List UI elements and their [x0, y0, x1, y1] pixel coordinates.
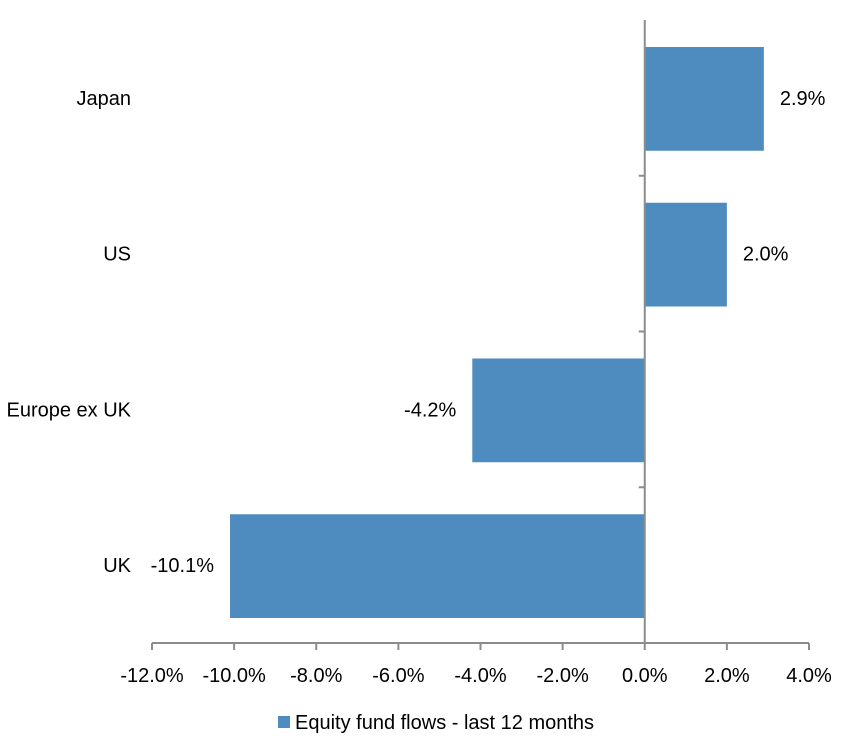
x-tick-label: -2.0% — [537, 665, 589, 687]
category-label: Europe ex UK — [6, 399, 131, 421]
category-label: Japan — [77, 88, 132, 110]
data-label: -4.2% — [404, 399, 456, 421]
data-label: 2.0% — [743, 244, 789, 266]
x-tick-label: -8.0% — [290, 665, 342, 687]
bar-us — [644, 202, 727, 307]
x-tick-label: -12.0% — [120, 665, 184, 687]
x-tick-label: 4.0% — [786, 665, 832, 687]
x-tick-label: -10.0% — [202, 665, 266, 687]
x-tick-label: -6.0% — [372, 665, 424, 687]
legend-label: Equity fund flows - last 12 months — [295, 712, 594, 734]
category-label: US — [103, 244, 131, 266]
data-label: 2.9% — [780, 88, 826, 110]
bar-uk — [230, 514, 645, 618]
bar-japan — [644, 47, 764, 151]
category-label: UK — [103, 555, 131, 577]
x-tick-label: 2.0% — [704, 665, 750, 687]
x-tick-label: 0.0% — [622, 665, 668, 687]
bar-europe-ex-uk — [472, 358, 645, 463]
data-label: -10.1% — [151, 555, 215, 577]
x-tick-label: -4.0% — [454, 665, 506, 687]
legend-swatch — [278, 716, 290, 728]
